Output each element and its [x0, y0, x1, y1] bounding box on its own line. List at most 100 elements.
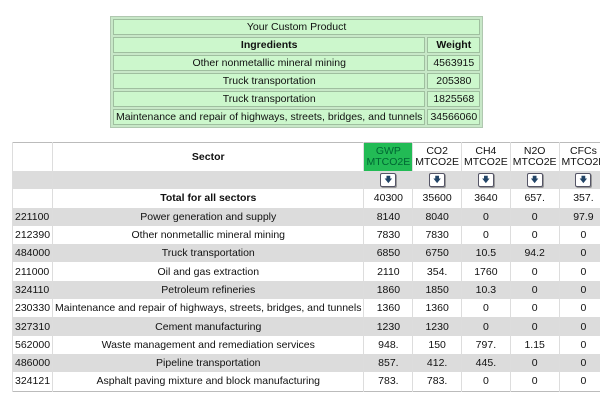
sector-value: 1860 [363, 280, 413, 300]
sector-value: 0 [558, 299, 600, 318]
sector-value: 0 [558, 262, 600, 281]
sector-value: 0 [509, 207, 560, 226]
sector-row: 327310 Cement manufacturing 1230 1230 0 0 0 [11, 317, 600, 336]
header-row: Sector GWP MTCO2E CO2 MTCO2E CH4 MTCO2E N2O MTCO… [11, 142, 600, 171]
sector-value: 857. [363, 353, 413, 373]
sector-header: Sector [52, 142, 364, 171]
ingredient-name: Truck transportation [113, 91, 426, 107]
sector-value: 0 [558, 225, 600, 245]
sector-row: 211000 Oil and gas extraction 2110 354. 1760… [11, 262, 600, 281]
sector-value: 1360 [412, 299, 462, 318]
total-value: 35600 [412, 189, 462, 208]
sector-value: 0 [509, 353, 560, 373]
sector-value: 0 [558, 317, 600, 336]
sector-name: Other nonmetallic mineral mining [52, 225, 364, 245]
sector-value: 8140 [363, 207, 413, 226]
sector-value: 10.3 [461, 280, 511, 300]
sector-value: 7830 [363, 225, 413, 245]
column-header-cfcs[interactable]: CFCsMTCO2E [558, 142, 600, 171]
sector-name: Waste management and remediation service… [52, 335, 364, 354]
sector-value: 1760 [461, 262, 511, 281]
sector-value: 0 [461, 299, 511, 318]
sector-value: 0 [461, 207, 511, 226]
sector-code: 324121 [11, 372, 53, 392]
sector-value: 0 [558, 280, 600, 300]
sector-value: 948. [363, 335, 413, 354]
sector-table: Sector GWP MTCO2E CO2 MTCO2E CH4 MTCO2E N2O MTCO… [11, 142, 600, 392]
sector-value: 0 [509, 262, 560, 281]
sector-value: 8040 [412, 207, 462, 226]
sector-row: 486000 Pipeline transportation 857. 412. 445… [11, 353, 600, 373]
sector-value: 412. [412, 353, 462, 373]
sector-value: 0 [461, 225, 511, 245]
sector-code: 562000 [11, 335, 53, 354]
column-header-gwp[interactable]: GWP MTCO2E [363, 142, 413, 171]
ingredient-weight: 1825568 [427, 91, 481, 107]
sort-co2-down-arrow-icon[interactable]: 🡇 [429, 173, 446, 188]
sector-name: Maintenance and repair of highways, stre… [52, 299, 364, 318]
column-header-n2o[interactable]: N2O MTCO2E [509, 142, 560, 171]
sector-value: 6750 [412, 244, 462, 263]
sort-cfcs-down-arrow-icon[interactable]: 🡇 [575, 173, 592, 188]
ingredient-row: Maintenance and repair of highways, stre… [113, 109, 481, 125]
sector-row: 230330 Maintenance and repair of highways… [11, 299, 600, 318]
sector-row: 562000 Waste management and remediation s… [11, 335, 600, 354]
sector-name: Asphalt paving mixture and block manufac… [52, 372, 364, 392]
sector-name: Power generation and supply [52, 207, 364, 226]
sector-value: 0 [509, 280, 560, 300]
sector-value: 6850 [363, 244, 413, 263]
sector-value: 0 [461, 372, 511, 392]
total-value: 3640 [461, 189, 511, 208]
sector-name: Pipeline transportation [52, 353, 364, 373]
sector-value: 1360 [363, 299, 413, 318]
sector-value: 783. [363, 372, 413, 392]
sector-code: 230330 [11, 299, 53, 318]
sector-value: 94.2 [509, 244, 560, 263]
total-label: Total for all sectors [52, 189, 364, 208]
sector-name: Petroleum refineries [52, 280, 364, 300]
sector-value: 783. [412, 372, 462, 392]
sector-value: 0 [461, 317, 511, 336]
sector-code: 221100 [11, 207, 53, 226]
sort-gwp-down-arrow-icon[interactable]: 🡇 [380, 173, 397, 188]
sector-value: 0 [558, 244, 600, 263]
total-value: 357. [558, 189, 600, 208]
sector-value: 1.15 [509, 335, 560, 354]
sector-row: 221100 Power generation and supply 8140 804… [11, 207, 600, 226]
ingredient-weight: 4563915 [427, 55, 481, 71]
sector-code: 327310 [11, 317, 53, 336]
sector-row: 484000 Truck transportation 6850 6750 10.5 94… [11, 244, 600, 263]
sector-value: 797. [461, 335, 511, 354]
sector-row: 324110 Petroleum refineries 1860 1850 10.3 0 0 [11, 280, 600, 300]
sector-value: 0 [558, 372, 600, 392]
sector-value: 150 [412, 335, 462, 354]
sort-row: 🡇 🡇 🡇 🡇 🡇 [11, 171, 600, 190]
column-header-co2[interactable]: CO2 MTCO2E [412, 142, 462, 171]
sector-code: 484000 [11, 244, 53, 263]
ingredient-weight: 205380 [427, 73, 481, 89]
sector-value: 1230 [412, 317, 462, 336]
sector-name: Cement manufacturing [52, 317, 364, 336]
sector-value: 0 [509, 299, 560, 318]
sector-row: 324121 Asphalt paving mixture and block m… [11, 372, 600, 392]
column-header-ch4[interactable]: CH4 MTCO2E [461, 142, 511, 171]
custom-product-table: Your Custom Product Ingredients Weight Ot… [110, 16, 484, 128]
sector-code: 212390 [11, 225, 53, 245]
total-value: 40300 [363, 189, 413, 208]
sector-value: 0 [558, 335, 600, 354]
sector-code: 211000 [11, 262, 53, 281]
sector-value: 1850 [412, 280, 462, 300]
sector-name: Truck transportation [52, 244, 364, 263]
sector-value: 97.9 [558, 207, 600, 226]
product-title: Your Custom Product [113, 19, 481, 35]
ingredient-name: Maintenance and repair of highways, stre… [113, 109, 426, 125]
sector-value: 0 [509, 372, 560, 392]
total-value: 657. [509, 189, 560, 208]
sort-n2o-down-arrow-icon[interactable]: 🡇 [526, 173, 543, 188]
ingredient-name: Truck transportation [113, 73, 426, 89]
ingredient-row: Truck transportation 205380 [113, 73, 481, 89]
sector-value: 2110 [363, 262, 413, 281]
total-row: Total for all sectors 40300 35600 3640 657. 3… [11, 189, 600, 208]
sort-ch4-down-arrow-icon[interactable]: 🡇 [477, 173, 494, 188]
sector-row: 212390 Other nonmetallic mineral mining 78… [11, 225, 600, 245]
